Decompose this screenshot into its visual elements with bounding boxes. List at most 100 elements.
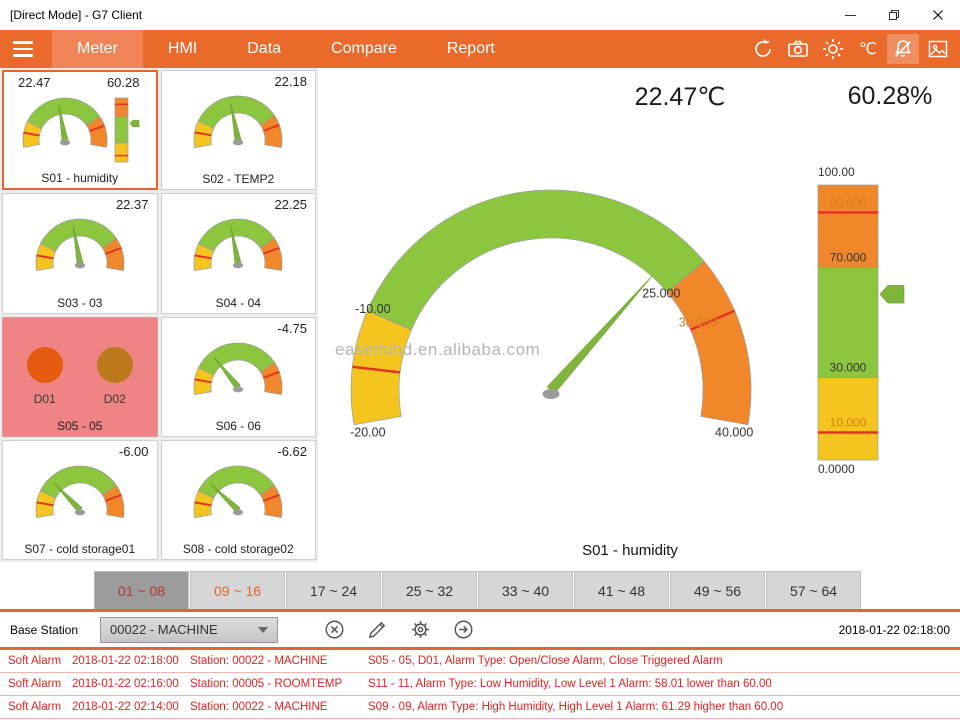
meter-value: 22.47 bbox=[18, 75, 51, 90]
meter-gauge bbox=[22, 97, 108, 148]
nav-icons: ℃ bbox=[747, 30, 960, 68]
meter-gauge bbox=[35, 219, 125, 272]
channel-label: D01 bbox=[33, 392, 56, 407]
meter-value: -6.62 bbox=[277, 443, 307, 459]
meter-label: S05 - 05 bbox=[57, 418, 103, 433]
nav-tab-meter[interactable]: Meter bbox=[52, 30, 143, 68]
meter-body bbox=[162, 212, 316, 294]
main-panel: 22.47℃ 60.28% -20.00 -10.00 25.000 30.000 40… bbox=[320, 68, 960, 562]
humidity-readout: 60.28% bbox=[847, 82, 933, 110]
minimize-icon bbox=[844, 14, 856, 16]
refresh-icon[interactable] bbox=[747, 34, 779, 64]
navbar: Meter HMI Data Compare Report ℃ bbox=[0, 30, 960, 68]
meter-tile[interactable]: D01 D02 S05 - 05 bbox=[2, 316, 158, 437]
nav-tabs: Meter HMI Data Compare Report bbox=[52, 30, 520, 68]
temperature-readout: 22.47℃ bbox=[634, 83, 726, 111]
menu-icon[interactable] bbox=[0, 30, 46, 68]
meter-values: 22.37 bbox=[9, 197, 149, 212]
close-button[interactable] bbox=[916, 0, 960, 30]
range-tab[interactable]: 33 ~ 40 bbox=[478, 571, 573, 609]
range-tab[interactable]: 17 ~ 24 bbox=[286, 571, 381, 609]
go-icon[interactable] bbox=[452, 618, 475, 641]
titlebar: [Direct Mode] - G7 Client bbox=[0, 0, 960, 30]
alarm-station: Station: 00005 - ROOMTEMP bbox=[190, 678, 343, 690]
nav-tab-data[interactable]: Data bbox=[247, 40, 282, 57]
meter-body bbox=[162, 336, 316, 418]
gallery-icon[interactable] bbox=[922, 34, 954, 64]
meter-value: 22.25 bbox=[274, 197, 307, 213]
meter-tile[interactable]: -4.75 S06 - 06 bbox=[160, 316, 316, 437]
nav-tab-hmi[interactable]: HMI bbox=[167, 40, 198, 57]
meter-body bbox=[3, 212, 157, 294]
maximize-button[interactable] bbox=[872, 0, 916, 30]
range-tab[interactable]: 01 ~ 08 bbox=[94, 571, 189, 609]
main-bar-svg: 100.00 90.000 70.000 30.000 10.000 0.0000 bbox=[817, 165, 905, 476]
main-gauge-svg: -20.00 -10.00 25.000 30.000 40.000 bbox=[350, 189, 753, 439]
nav-tab-report[interactable]: Report bbox=[446, 40, 495, 57]
cancel-icon[interactable] bbox=[323, 618, 346, 641]
meter-values: -6.62 bbox=[168, 443, 307, 459]
meter-gauge bbox=[193, 342, 283, 395]
meter-values: 22.18 bbox=[168, 74, 307, 89]
alarm-message: S05 - 05, D01, Alarm Type: Open/Close Al… bbox=[368, 655, 723, 667]
meter-tile[interactable]: 22.37 S03 - 03 bbox=[2, 193, 158, 314]
range-tab[interactable]: 57 ~ 64 bbox=[766, 571, 861, 609]
alarm-type: Soft Alarm bbox=[8, 655, 62, 667]
svg-text:25.000: 25.000 bbox=[642, 286, 680, 300]
alarm-message: S11 - 11, Alarm Type: Low Humidity, Low … bbox=[368, 678, 772, 690]
station-actions bbox=[323, 618, 475, 641]
alarm-type: Soft Alarm bbox=[8, 701, 62, 713]
meter-label: S04 - 04 bbox=[215, 295, 261, 310]
svg-text:-10.00: -10.00 bbox=[355, 302, 390, 316]
svg-text:90.000: 90.000 bbox=[830, 196, 867, 210]
meter-tile[interactable]: 22.18 S02 - TEMP2 bbox=[160, 70, 316, 191]
svg-text:70.000: 70.000 bbox=[830, 251, 867, 265]
alarm-row[interactable]: Soft Alarm 2018-01-22 02:18:00 Station: 00… bbox=[0, 650, 960, 673]
edit-icon[interactable] bbox=[366, 618, 389, 641]
meter-body: D01 D02 bbox=[3, 336, 157, 418]
meter-body bbox=[162, 89, 316, 171]
range-tab[interactable]: 25 ~ 32 bbox=[382, 571, 477, 609]
alarm-row[interactable]: Soft Alarm 2018-01-22 02:16:00 Station: 00… bbox=[0, 673, 960, 696]
range-tab[interactable]: 41 ~ 48 bbox=[574, 571, 669, 609]
alarm-time: 2018-01-22 02:18:00 bbox=[72, 655, 179, 667]
celsius-icon[interactable]: ℃ bbox=[859, 41, 877, 58]
alarm-time: 2018-01-22 02:14:00 bbox=[72, 701, 179, 713]
alarm-type: Soft Alarm bbox=[8, 678, 62, 690]
svg-text:0.0000: 0.0000 bbox=[818, 462, 855, 476]
meter-label: S03 - 03 bbox=[57, 295, 103, 310]
settings-icon[interactable] bbox=[409, 618, 432, 641]
alarm-mute-icon[interactable] bbox=[887, 34, 919, 64]
channel-label: D02 bbox=[103, 392, 126, 407]
meter-label: S02 - TEMP2 bbox=[202, 172, 275, 187]
meter-tile[interactable]: -6.62 S08 - cold storage02 bbox=[160, 439, 316, 560]
alarm-station: Station: 00022 - MACHINE bbox=[190, 701, 328, 713]
timestamp: 2018-01-22 02:18:00 bbox=[838, 622, 950, 637]
meter-grid: 22.47 60.28 S01 - humidity 22.18 S02 - TE… bbox=[0, 68, 318, 562]
meter-label: S08 - cold storage02 bbox=[182, 542, 294, 556]
meter-value: 60.28 bbox=[106, 75, 140, 90]
brightness-icon[interactable] bbox=[817, 34, 849, 64]
station-dropdown[interactable]: 00022 - MACHINE bbox=[100, 616, 279, 643]
meter-label: S06 - 06 bbox=[215, 418, 261, 433]
meter-tile[interactable]: -6.00 S07 - cold storage01 bbox=[2, 439, 158, 560]
nav-tab-compare[interactable]: Compare bbox=[331, 40, 397, 57]
meter-value: -4.75 bbox=[277, 320, 307, 336]
close-icon bbox=[933, 10, 943, 20]
meter-gauge bbox=[193, 95, 283, 149]
range-tab[interactable]: 09 ~ 16 bbox=[190, 571, 285, 609]
meter-gauge bbox=[193, 465, 283, 518]
meter-tile[interactable]: 22.25 S04 - 04 bbox=[160, 193, 316, 314]
camera-icon[interactable] bbox=[782, 34, 814, 64]
minimize-button[interactable] bbox=[828, 0, 872, 30]
meter-body bbox=[162, 459, 316, 541]
meter-values: 22.25 bbox=[168, 197, 307, 213]
meter-body bbox=[4, 90, 156, 170]
svg-text:100.00: 100.00 bbox=[818, 165, 855, 179]
digital-indicator bbox=[26, 347, 63, 384]
range-tab[interactable]: 49 ~ 56 bbox=[670, 571, 765, 609]
alarm-list: Soft Alarm 2018-01-22 02:18:00 Station: 00… bbox=[0, 650, 960, 719]
alarm-row[interactable]: Soft Alarm 2018-01-22 02:14:00 Station: 00… bbox=[0, 696, 960, 719]
meter-gauge bbox=[35, 465, 125, 518]
meter-tile[interactable]: 22.47 60.28 S01 - humidity bbox=[2, 70, 158, 191]
